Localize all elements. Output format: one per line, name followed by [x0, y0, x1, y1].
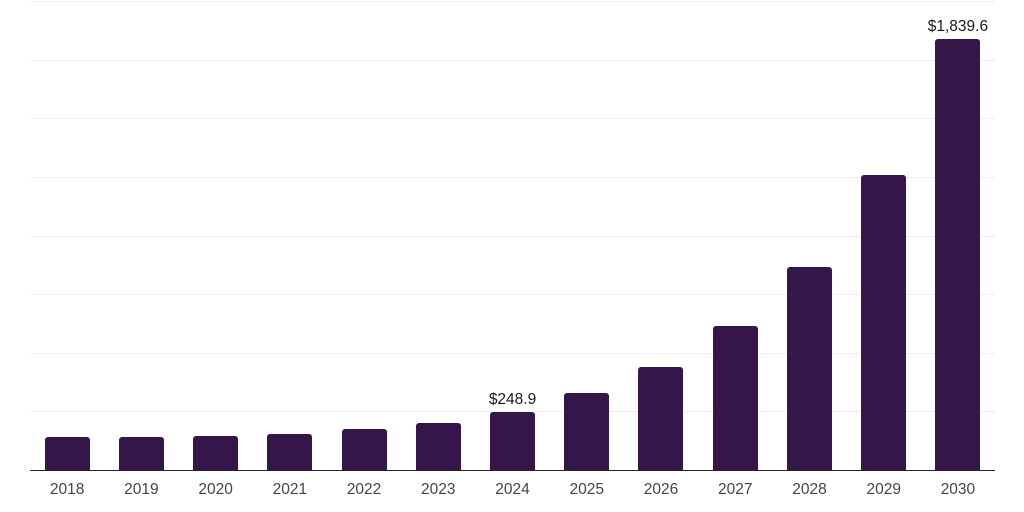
bar-2024 [490, 411, 536, 470]
bar-slot-2030: $1,839.6 [921, 1, 995, 470]
gridline-500 [30, 352, 995, 354]
bar-2021 [267, 434, 313, 470]
x-tick-2020: 2020 [198, 481, 233, 498]
x-tick-2023: 2023 [421, 481, 456, 498]
gridline-2000 [30, 1, 995, 2]
bar-slot-2029 [847, 1, 921, 470]
x-tick-2022: 2022 [346, 481, 382, 498]
x-tick-2026: 2026 [643, 481, 679, 498]
bar-slot-2020 [178, 1, 252, 470]
x-tick-2027: 2027 [717, 481, 753, 498]
gridline-1250 [30, 176, 995, 178]
bar-slot-2026 [624, 1, 698, 470]
bar-2019 [118, 436, 164, 470]
plot-area: $248.9 $1,839.6 [30, 1, 995, 471]
bar-2029 [861, 174, 907, 470]
x-tick-2025: 2025 [569, 481, 604, 498]
bar-value-label-2024: $248.9 [488, 390, 537, 408]
bar-slot-2022 [327, 1, 401, 470]
x-tick-2018: 2018 [49, 481, 85, 498]
bar-slot-2027 [698, 1, 772, 470]
x-tick-2021: 2021 [272, 481, 308, 498]
bar-value-label-2030: $1,839.6 [927, 17, 989, 35]
bar-slot-2028 [772, 1, 846, 470]
bar-slot-2024: $248.9 [475, 1, 549, 470]
x-tick-2029: 2029 [866, 481, 901, 498]
bar-2026 [638, 366, 684, 470]
x-axis-labels: 2018 2019 2020 2021 2022 2023 2024 2025 2026 2027… [30, 479, 995, 501]
x-tick-2030: 2030 [940, 481, 976, 498]
bar-slot-2018 [30, 1, 104, 470]
bar-2028 [786, 267, 832, 470]
x-tick-2019: 2019 [124, 481, 159, 498]
x-tick-2024: 2024 [495, 481, 530, 498]
bar-2023 [415, 423, 461, 470]
gridline-1750 [30, 59, 995, 61]
bar-2022 [341, 428, 387, 470]
bar-2018 [44, 437, 90, 470]
bar-2027 [712, 326, 758, 470]
bar-slot-2023 [401, 1, 475, 470]
x-tick-2028: 2028 [792, 481, 827, 498]
gridline-1000 [30, 235, 995, 237]
bar-slot-2021 [253, 1, 327, 470]
bar-2030 [935, 38, 981, 470]
bar-2025 [564, 393, 610, 470]
gridline-750 [30, 294, 995, 296]
bar-slot-2019 [104, 1, 178, 470]
gridline-1500 [30, 118, 995, 120]
bar-2020 [193, 436, 239, 470]
bar-slot-2025 [550, 1, 624, 470]
bars-row: $248.9 $1,839.6 [30, 1, 995, 470]
